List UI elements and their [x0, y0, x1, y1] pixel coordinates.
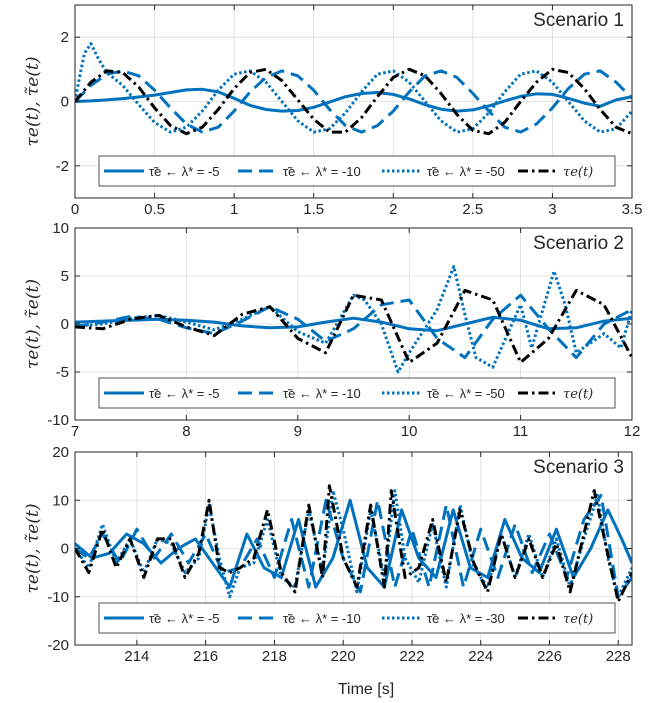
legend-label-3: τ̃e ← λ* = -50 [427, 164, 505, 179]
x-tick-label: 224 [468, 648, 493, 665]
series-line-1 [75, 498, 632, 589]
panel-scenario-3: 214 216 218 220 222 224 226 228 -20 -10 0 10 20 τe(t)… [23, 444, 633, 665]
y-tick-label: -10 [47, 589, 69, 606]
series-line-3 [75, 264, 632, 374]
x-tick-label: 12 [624, 423, 641, 440]
legend-label-4: τe(t) [563, 612, 593, 627]
y-axis-label: τe(t), τ̃e(t) [23, 279, 43, 369]
legend-label-2: τ̃e ← λ* = -10 [283, 611, 361, 626]
legend-label-1: τ̃e ← λ* = -5 [149, 386, 220, 401]
series-line-4 [75, 484, 632, 604]
x-tick-label: 220 [331, 648, 356, 665]
legend: τ̃e ← λ* = -5 τ̃e ← λ* = -10 τ̃e ← λ* = -3… [98, 602, 616, 634]
x-axis-label: Time [s] [338, 681, 394, 698]
series-line-4 [75, 288, 632, 364]
legend-label-4: τe(t) [563, 387, 593, 402]
x-tick-label: 0 [71, 201, 79, 218]
x-tick-label: 8 [182, 423, 190, 440]
series-line-4 [75, 67, 632, 136]
legend-label-1: τ̃e ← λ* = -5 [149, 611, 220, 626]
series-line-2 [75, 493, 632, 599]
legend-label-2: τ̃e ← λ* = -10 [283, 164, 361, 179]
x-tick-label: 3 [548, 201, 556, 218]
legend-box [98, 377, 616, 409]
x-tick-label: 11 [513, 423, 529, 440]
y-tick-label: -2 [56, 158, 69, 175]
legend-label-2: τ̃e ← λ* = -10 [283, 386, 361, 401]
x-tick-label: 214 [124, 648, 149, 665]
y-tick-label: 2 [61, 29, 69, 46]
x-tick-label: 228 [606, 648, 631, 665]
y-axis-label: τe(t), τ̃e(t) [23, 504, 43, 594]
legend-box [98, 155, 616, 187]
x-tick-label: 222 [399, 648, 424, 665]
x-tick-label: 216 [193, 648, 218, 665]
y-tick-label: -5 [56, 364, 69, 381]
panel-title: Scenario 2 [533, 233, 624, 254]
x-tick-label: 1.5 [303, 201, 324, 218]
legend-label-4: τe(t) [563, 165, 593, 180]
series-line-3 [75, 42, 632, 134]
y-tick-label: 10 [52, 492, 69, 509]
legend-box [98, 602, 616, 634]
y-tick-label: 20 [52, 444, 69, 461]
legend: τ̃e ← λ* = -5 τ̃e ← λ* = -10 τ̃e ← λ* = -5… [98, 155, 616, 187]
x-tick-label: 9 [294, 423, 302, 440]
x-tick-label: 10 [401, 423, 418, 440]
y-tick-label: 0 [61, 94, 69, 111]
x-tick-label: 226 [537, 648, 562, 665]
y-tick-label: 10 [52, 220, 69, 237]
x-tick-label: 7 [71, 423, 79, 440]
legend: τ̃e ← λ* = -5 τ̃e ← λ* = -10 τ̃e ← λ* = -5… [98, 377, 616, 409]
y-tick-label: 0 [61, 541, 69, 558]
y-tick-label: 5 [61, 268, 69, 285]
series-line-1 [75, 87, 632, 113]
legend-label-3: τ̃e ← λ* = -30 [427, 611, 505, 626]
series-line-2 [75, 69, 632, 134]
x-tick-label: 3.5 [622, 201, 643, 218]
panel-scenario-1: 0 0.5 1 1.5 2 2.5 3 3.5 -2 0 2 τe(t), τ̃e(t) Scenari… [23, 4, 643, 218]
y-axis-label: τe(t), τ̃e(t) [23, 57, 43, 147]
x-tick-label: 0.5 [144, 201, 165, 218]
y-tick-label: -20 [47, 637, 69, 654]
y-tick-label: -10 [47, 412, 69, 429]
panel-scenario-2: 7 8 9 10 11 12 -10 -5 0 5 10 τe(t), τ̃e(t) Scenario … [23, 220, 640, 440]
panel-title: Scenario 1 [533, 10, 624, 31]
x-tick-label: 2.5 [462, 201, 483, 218]
legend-label-1: τ̃e ← λ* = -5 [149, 164, 220, 179]
x-tick-label: 1 [230, 201, 238, 218]
panel-title: Scenario 3 [533, 457, 624, 478]
x-tick-label: 218 [262, 648, 287, 665]
x-tick-label: 2 [389, 201, 397, 218]
legend-label-3: τ̃e ← λ* = -50 [427, 386, 505, 401]
y-tick-label: 0 [61, 316, 69, 333]
series-line-2 [75, 293, 632, 360]
